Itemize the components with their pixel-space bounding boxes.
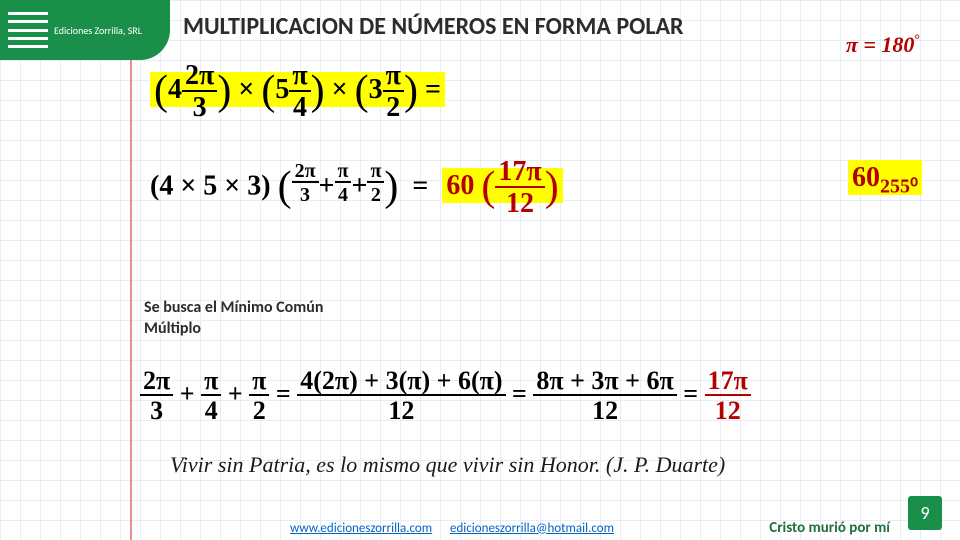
- logo-stripes: [8, 12, 48, 48]
- equation-2: (4 × 5 × 3) (2π3+π4+π2) = 60 (17π12): [150, 158, 563, 218]
- slide-title: MULTIPLICACION DE NÚMEROS EN FORMA POLAR: [183, 12, 684, 41]
- email-link[interactable]: edicioneszorrilla@hotmail.com: [450, 521, 614, 536]
- equation-1: (42π3) × (5π4) × (3π2) =: [150, 62, 445, 122]
- website-link[interactable]: www.edicioneszorrilla.com: [290, 521, 432, 536]
- lcm-note: Se busca el Mínimo Común Múltiplo: [144, 298, 323, 340]
- quote-text: Vivir sin Patria, es lo mismo que vivir …: [170, 452, 725, 478]
- equation-3: 2π3 + π4 + π2 = 4(2π) + 3(π) + 6(π)12 = …: [140, 368, 751, 424]
- pi-symbol: π: [846, 32, 858, 57]
- margin-line: [130, 0, 132, 540]
- footer-motto: Cristo murió por mí: [769, 519, 890, 537]
- publisher-logo: Ediciones Zorrilla, SRL: [0, 0, 170, 60]
- pi-definition: π = 180°: [846, 32, 920, 58]
- logo-text: Ediciones Zorrilla, SRL: [54, 25, 142, 36]
- page-number: 9: [908, 496, 942, 530]
- equation-2-polar: 60255⁰: [848, 162, 922, 199]
